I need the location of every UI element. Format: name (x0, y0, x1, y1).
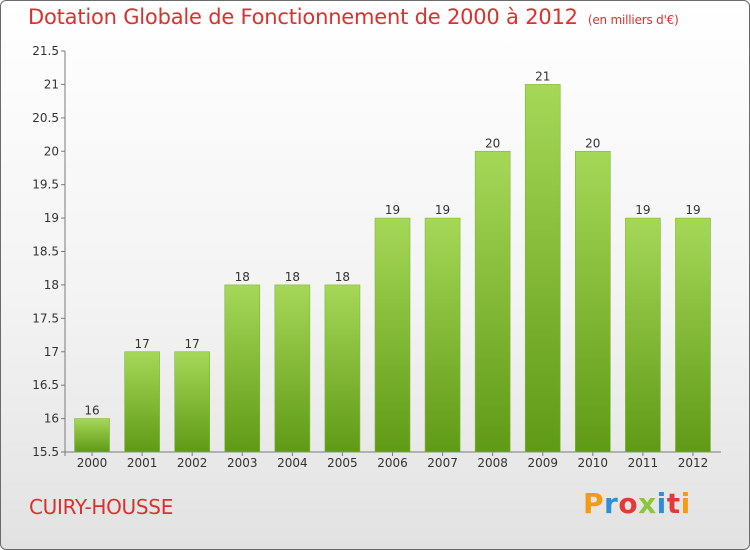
bars (74, 84, 711, 453)
logo-letter: i (680, 487, 691, 520)
y-tick-label: 18 (44, 278, 59, 292)
x-tick-label-2002: 2002 (177, 456, 208, 470)
y-tick-label: 20.5 (32, 111, 59, 125)
x-tick-label-2010: 2010 (578, 456, 609, 470)
y-tick-label: 17.5 (32, 311, 59, 325)
y-tick-label: 17 (44, 345, 59, 359)
bar-2008 (474, 150, 511, 453)
bar-2012 (675, 217, 711, 453)
x-tick-label-2009: 2009 (527, 456, 558, 470)
x-tick-label-2000: 2000 (77, 456, 108, 470)
bar-2010 (575, 150, 611, 453)
chart-title: Dotation Globale de Fonctionnement de 20… (28, 5, 679, 29)
bar-2005 (324, 284, 361, 453)
data-label-2009: 21 (535, 69, 550, 83)
commune-name: CUIRY-HOUSSE (29, 495, 174, 519)
x-tick-label-2001: 2001 (127, 456, 158, 470)
proxiti-logo: Proxiti (583, 487, 691, 520)
data-label-2010: 20 (585, 136, 600, 150)
logo-letter: t (666, 487, 681, 520)
x-tick-label-2007: 2007 (427, 456, 458, 470)
x-tick-label-2004: 2004 (277, 456, 308, 470)
data-label-2004: 18 (285, 270, 300, 284)
axes: 15.5 16 16.5 17 17.5 18 18.5 19 19.5 20 20.5 21 21.5… (32, 44, 721, 470)
bar-chart: 15.5 16 16.5 17 17.5 18 18.5 19 19.5 20 20.5 21 21.5… (32, 44, 721, 470)
data-label-2006: 19 (385, 203, 400, 217)
x-tick-label-2008: 2008 (477, 456, 508, 470)
logo-letter: i (656, 487, 667, 520)
data-label-2005: 18 (335, 270, 350, 284)
x-tick-label-2011: 2011 (628, 456, 659, 470)
data-labels: 16 17 17 18 18 18 19 19 20 21 20 19 19 (84, 69, 700, 417)
y-tick-label: 16.5 (32, 378, 59, 392)
x-tick-label-2006: 2006 (377, 456, 408, 470)
chart-title-text: Dotation Globale de Fonctionnement de 20… (28, 5, 578, 29)
logo-letter: x (638, 487, 657, 520)
data-label-2003: 18 (235, 270, 250, 284)
data-label-2007: 19 (435, 203, 450, 217)
logo-letter: P (583, 487, 605, 520)
bar-2011 (625, 217, 661, 453)
data-label-2001: 17 (134, 337, 149, 351)
bar-2003 (224, 284, 261, 453)
bar-2000 (74, 418, 110, 453)
x-tick-label-2012: 2012 (678, 456, 709, 470)
y-tick-label: 15.5 (32, 445, 59, 459)
data-label-2002: 17 (185, 337, 200, 351)
bar-2006 (374, 217, 411, 453)
data-label-2012: 19 (685, 203, 700, 217)
chart-subtitle: (en milliers d'€) (587, 13, 679, 27)
logo-letter: r (604, 487, 619, 520)
data-label-2008: 20 (485, 136, 500, 150)
y-tick-label: 16 (44, 412, 59, 426)
y-tick-label: 19.5 (32, 178, 59, 192)
bar-2007 (424, 217, 461, 453)
y-tick-label: 20 (44, 144, 59, 158)
y-tick-label: 19 (44, 211, 59, 225)
data-label-2011: 19 (635, 203, 650, 217)
x-tick-label-2003: 2003 (227, 456, 258, 470)
logo-letter: o (618, 487, 639, 520)
bar-2001 (124, 351, 160, 453)
y-tick-label: 18.5 (32, 245, 59, 259)
y-tick-label: 21.5 (32, 44, 59, 58)
data-label-2000: 16 (84, 404, 99, 418)
bar-2002 (174, 351, 210, 453)
bar-2009 (524, 84, 561, 453)
x-tick-label-2005: 2005 (327, 456, 358, 470)
bar-2004 (274, 284, 311, 453)
y-tick-label: 21 (44, 77, 59, 91)
